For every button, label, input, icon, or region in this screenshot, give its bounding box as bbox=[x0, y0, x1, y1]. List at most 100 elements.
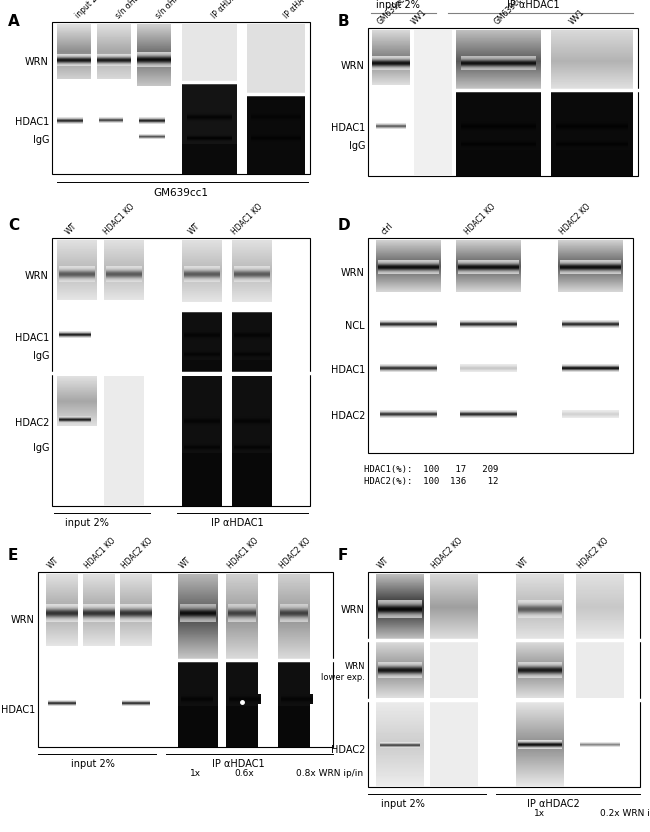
Text: HDAC2 KO: HDAC2 KO bbox=[278, 536, 312, 570]
Text: 0.2x WRN ip/in: 0.2x WRN ip/in bbox=[600, 809, 650, 818]
Text: ctrl: ctrl bbox=[380, 220, 395, 236]
Text: HDAC2: HDAC2 bbox=[331, 745, 365, 755]
Bar bbox=[576, 642, 624, 698]
Text: input 2%: input 2% bbox=[376, 0, 420, 10]
Text: WT: WT bbox=[376, 555, 391, 570]
Text: WV1: WV1 bbox=[410, 7, 429, 26]
Text: s/n αHDAC1: s/n αHDAC1 bbox=[114, 0, 153, 20]
Text: IP αHDAC1: IP αHDAC1 bbox=[212, 759, 265, 769]
Text: HDAC2: HDAC2 bbox=[331, 411, 365, 421]
Text: HDAC2 KO: HDAC2 KO bbox=[576, 536, 610, 570]
Text: GM639cc1: GM639cc1 bbox=[493, 0, 528, 26]
Bar bbox=[247, 24, 305, 94]
Text: WRN: WRN bbox=[341, 605, 365, 615]
Text: WRN: WRN bbox=[25, 271, 49, 281]
Bar bbox=[182, 144, 237, 174]
Text: input 2%: input 2% bbox=[381, 799, 425, 809]
Text: B: B bbox=[338, 14, 350, 29]
Text: HDAC1 KO: HDAC1 KO bbox=[83, 536, 117, 570]
Bar bbox=[232, 376, 272, 506]
Text: GM639cc1: GM639cc1 bbox=[376, 0, 411, 26]
Bar bbox=[38, 572, 333, 747]
Text: IP αHDAC1: IP αHDAC1 bbox=[507, 0, 559, 10]
Text: HDAC1: HDAC1 bbox=[331, 365, 365, 375]
Text: IgG: IgG bbox=[32, 443, 49, 453]
Bar bbox=[368, 28, 638, 176]
Bar bbox=[182, 310, 222, 370]
Text: IgG: IgG bbox=[348, 141, 365, 151]
Bar bbox=[182, 24, 237, 82]
Text: s/n αHA: s/n αHA bbox=[154, 0, 181, 20]
Bar bbox=[182, 453, 222, 506]
Text: WT: WT bbox=[64, 221, 79, 236]
Bar bbox=[414, 30, 452, 176]
Text: WT: WT bbox=[178, 555, 193, 570]
Text: 1x: 1x bbox=[534, 809, 545, 818]
Text: IP αHDAC1: IP αHDAC1 bbox=[211, 518, 263, 528]
Text: 0.6x: 0.6x bbox=[234, 769, 254, 778]
Text: HDAC1 KO: HDAC1 KO bbox=[463, 201, 497, 236]
Text: A: A bbox=[8, 14, 20, 29]
Bar bbox=[232, 360, 272, 372]
Text: input 2%: input 2% bbox=[65, 518, 109, 528]
Text: 1x: 1x bbox=[190, 769, 202, 778]
Text: E: E bbox=[8, 548, 18, 563]
Bar bbox=[456, 150, 541, 176]
Bar bbox=[430, 702, 478, 787]
Bar bbox=[278, 662, 310, 747]
Text: WRN: WRN bbox=[11, 615, 35, 625]
Bar bbox=[456, 92, 541, 176]
Bar bbox=[52, 22, 310, 174]
Text: 0.8x WRN ip/in: 0.8x WRN ip/in bbox=[296, 769, 363, 778]
Bar bbox=[104, 376, 144, 506]
Text: IgG: IgG bbox=[32, 351, 49, 361]
Text: HDAC1: HDAC1 bbox=[15, 333, 49, 343]
Bar bbox=[182, 82, 237, 174]
Text: HDAC2: HDAC2 bbox=[14, 418, 49, 428]
Text: D: D bbox=[338, 218, 350, 233]
Text: F: F bbox=[338, 548, 348, 563]
Bar bbox=[232, 453, 272, 506]
Text: WRN: WRN bbox=[25, 57, 49, 67]
Text: HDAC2 KO: HDAC2 KO bbox=[430, 536, 464, 570]
Text: WRN: WRN bbox=[341, 61, 365, 71]
Text: WT: WT bbox=[187, 221, 202, 236]
Bar bbox=[278, 706, 310, 747]
Text: HDAC1: HDAC1 bbox=[331, 123, 365, 133]
Bar bbox=[247, 96, 305, 174]
Bar bbox=[226, 662, 258, 747]
Text: WRN
lower exp.: WRN lower exp. bbox=[321, 662, 365, 682]
Text: C: C bbox=[8, 218, 19, 233]
Text: WRN: WRN bbox=[341, 268, 365, 278]
Text: IP αHDAC2: IP αHDAC2 bbox=[526, 799, 579, 809]
Bar bbox=[182, 360, 222, 372]
Bar bbox=[178, 662, 218, 747]
Text: HDAC2 KO: HDAC2 KO bbox=[558, 201, 592, 236]
Text: WT: WT bbox=[46, 555, 61, 570]
Text: HDAC2 KO: HDAC2 KO bbox=[120, 536, 154, 570]
Text: HDAC1 KO: HDAC1 KO bbox=[102, 201, 136, 236]
Bar bbox=[430, 642, 478, 698]
Text: NCL: NCL bbox=[345, 321, 365, 331]
Text: WV1: WV1 bbox=[568, 7, 587, 26]
Text: HDAC2(%):  100  136    12: HDAC2(%): 100 136 12 bbox=[364, 477, 499, 486]
Text: HDAC1(%):  100   17   209: HDAC1(%): 100 17 209 bbox=[364, 465, 499, 474]
Text: HDAC1 KO: HDAC1 KO bbox=[230, 201, 265, 236]
Bar bbox=[551, 92, 633, 176]
Text: IP αHDAC1: IP αHDAC1 bbox=[210, 0, 245, 20]
Bar bbox=[232, 310, 272, 370]
Text: input 2%: input 2% bbox=[74, 0, 105, 20]
Text: IgG: IgG bbox=[32, 135, 49, 145]
Text: HDAC1 KO: HDAC1 KO bbox=[226, 536, 260, 570]
Bar bbox=[368, 572, 640, 787]
Bar bbox=[182, 376, 222, 506]
Bar bbox=[247, 24, 305, 174]
Bar bbox=[52, 238, 310, 506]
Text: HDAC1: HDAC1 bbox=[15, 117, 49, 127]
Text: HDAC1: HDAC1 bbox=[1, 705, 35, 715]
Bar bbox=[551, 150, 633, 176]
Bar bbox=[178, 706, 218, 747]
Bar bbox=[368, 238, 633, 453]
Text: input 2%: input 2% bbox=[71, 759, 115, 769]
Bar bbox=[226, 706, 258, 747]
